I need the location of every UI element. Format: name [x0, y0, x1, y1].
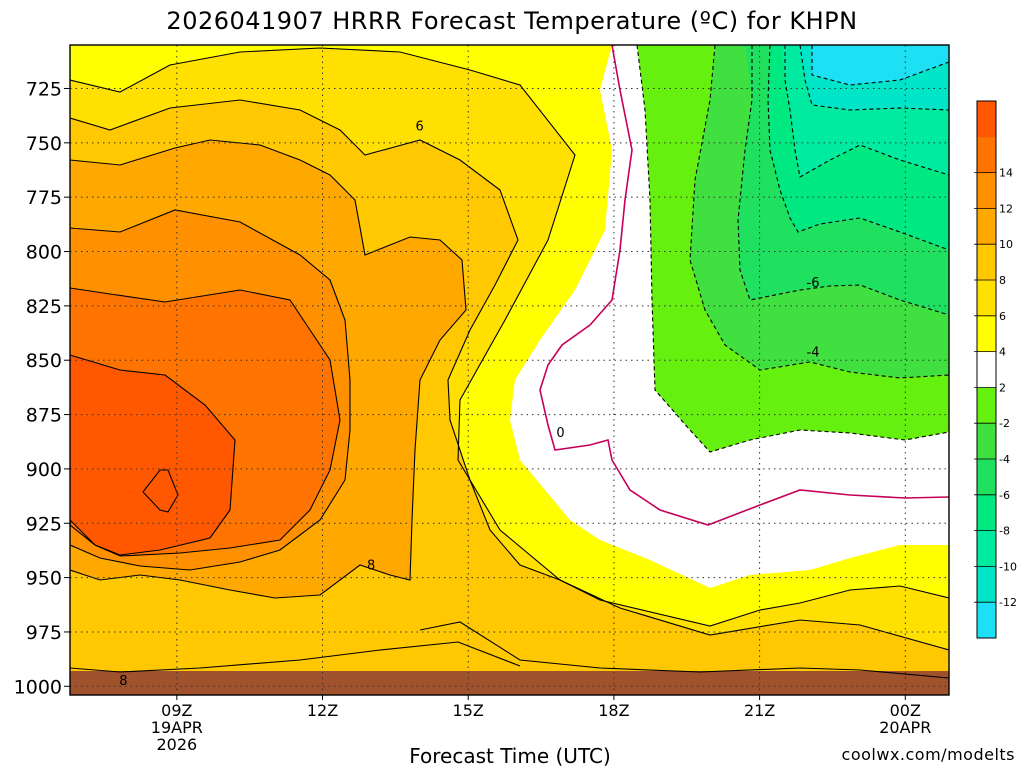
colorbar-swatch-3	[977, 494, 996, 532]
y-tick-label-875: 875	[26, 405, 62, 427]
plot-frame	[69, 44, 950, 696]
contour-line-14	[70, 354, 236, 556]
x-tick-label-24h-0: 00Z	[890, 701, 921, 720]
colorbar-swatch-5	[977, 423, 996, 460]
colorbar-tick-label-5: -2	[999, 417, 1010, 430]
colorbar-tick-label-10: 10	[999, 238, 1013, 251]
x-tick-label-15h-0: 15Z	[453, 701, 484, 720]
contour-line-neg12	[799, 45, 949, 111]
contour-line-12	[70, 287, 341, 557]
y-tick-label-975: 975	[26, 622, 62, 644]
colorbar-tick-label-11: 12	[999, 202, 1013, 215]
contour-line-8	[70, 139, 467, 599]
freezing-line	[539, 45, 949, 526]
colorbar-tick-label-0: -12	[999, 596, 1017, 609]
contour-labels: 6 8 8 0 -6 -4	[119, 119, 819, 688]
contour-line-neg10	[784, 45, 949, 178]
colorbar-swatch-12	[977, 172, 996, 209]
colorbar-tick-label-2: -8	[999, 525, 1010, 538]
x-tick-label-9h-1: 19APR	[151, 718, 203, 737]
band-below-neg14	[812, 45, 949, 85]
colorbar-swatch-8	[977, 315, 996, 353]
x-tick-label-12h-0: 12Z	[307, 701, 338, 720]
contour-line-6	[70, 99, 561, 581]
colorbar-swatch-6	[977, 387, 996, 424]
contour-label-5: -4	[807, 346, 820, 361]
y-tick-label-950: 950	[26, 568, 62, 590]
colorbar-tick-label-6: 2	[999, 381, 1006, 394]
colorbar-swatch-9	[977, 280, 996, 317]
y-tick-label-900: 900	[26, 459, 62, 481]
contour-fill-layer	[70, 45, 949, 695]
colorbar-swatch-2	[977, 530, 996, 567]
colorbar-swatch-10	[977, 244, 996, 281]
contour-label-0: 6	[416, 119, 424, 134]
colorbar-tick-label-9: 8	[999, 274, 1006, 287]
x-tick-label-9h-0: 09Z	[161, 701, 192, 720]
contour-line-neg2	[636, 45, 949, 453]
contour-line-4	[559, 579, 949, 627]
y-tick-label-725: 725	[26, 78, 62, 100]
band-neg2-2	[510, 45, 949, 588]
colorbar-tick-label-7: 4	[999, 346, 1006, 359]
x-tick-label-21h-0: 21Z	[744, 701, 775, 720]
contour-line-neg4	[689, 45, 949, 379]
y-tick-label-750: 750	[26, 133, 62, 155]
x-axis-label: Forecast Time (UTC)	[409, 744, 611, 768]
colorbar-tick-label-12: 14	[999, 167, 1013, 180]
contour-label-1: 8	[367, 559, 375, 574]
y-axis: 725 750 775 800 825 850 875 900 925 950 975 1000	[14, 78, 70, 698]
y-tick-label-850: 850	[26, 350, 62, 372]
band-14-16	[70, 355, 235, 555]
y-tick-label-825: 825	[26, 296, 62, 318]
y-tick-label-775: 775	[26, 187, 62, 209]
colorbar-swatch-7	[977, 351, 996, 388]
colorbar-swatch-0	[977, 602, 996, 639]
y-tick-label-800: 800	[26, 242, 62, 264]
contour-line-16	[142, 469, 179, 513]
colorbar-swatch-14	[977, 101, 996, 138]
contour-line-6-lower	[419, 621, 949, 679]
contour-lines	[70, 45, 949, 679]
x-tick-label-9h-2: 2026	[156, 735, 197, 754]
colorbar-swatch-4	[977, 459, 996, 496]
y-tick-label-925: 925	[26, 513, 62, 535]
colorbar-tick-label-1: -10	[999, 560, 1017, 573]
contour-line-neg14	[811, 45, 949, 86]
contour-label-4: -6	[807, 276, 820, 291]
colorbar-frame	[976, 100, 997, 639]
colorbar-swatch-1	[977, 566, 996, 603]
ground-surface	[70, 671, 949, 695]
grid-lines	[70, 45, 949, 695]
x-tick-label-18h-0: 18Z	[598, 701, 629, 720]
colorbar-swatch-11	[977, 208, 996, 245]
contour-line-neg8	[767, 45, 949, 251]
credit-text: coolwx.com/modelts	[842, 745, 1015, 764]
colorbar-tick-label-8: 6	[999, 310, 1006, 323]
contour-label-2: 8	[119, 674, 127, 689]
contour-line-2	[70, 47, 949, 651]
chart-title: 2026041907 HRRR Forecast Temperature (ºC…	[166, 7, 857, 35]
contour-line-10	[70, 209, 351, 571]
colorbar: -12 -10 -8 -6 -4 -2 2 4 6 8 10 12 14	[974, 100, 1017, 639]
colorbar-tick-label-4: -4	[999, 453, 1010, 466]
x-tick-label-24h-1: 20APR	[879, 718, 931, 737]
band-2-below-6-lower-right	[560, 580, 949, 650]
contour-line-8-bottom	[70, 641, 521, 673]
contour-label-3: 0	[556, 426, 564, 441]
colorbar-tick-label-3: -6	[999, 489, 1010, 502]
colorbar-swatch-13	[977, 136, 996, 174]
y-tick-label-1000: 1000	[14, 676, 62, 698]
